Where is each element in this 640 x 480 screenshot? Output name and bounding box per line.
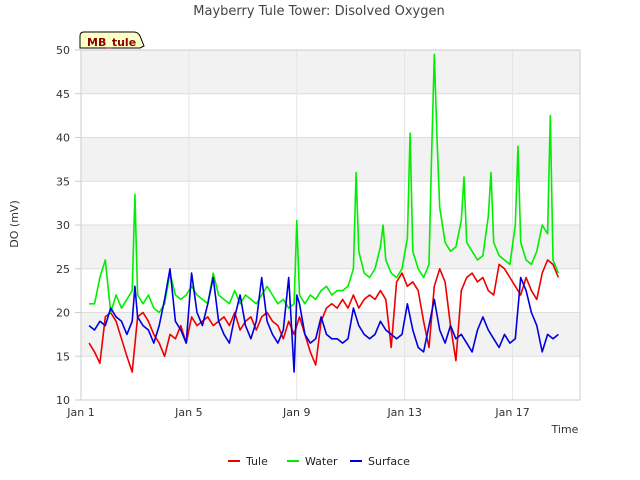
legend-label: Water — [305, 455, 338, 468]
chart-title: Mayberry Tule Tower: Disolved Oxygen — [193, 4, 444, 19]
x-tick-label: Jan 9 — [282, 406, 310, 419]
legend-label: Surface — [368, 455, 410, 468]
series-line-tule — [88, 259, 560, 373]
badge-box — [79, 31, 145, 49]
y-tick-label: 50 — [56, 44, 70, 57]
x-tick-label: Jan 5 — [174, 406, 202, 419]
plot-band — [81, 268, 580, 313]
plot-band — [81, 50, 580, 94]
series-line-surface — [88, 268, 559, 373]
plot-band — [81, 356, 580, 400]
badge: MB_tule — [79, 31, 145, 49]
legend: Tule Water Surface — [228, 455, 410, 468]
plot-band — [81, 137, 580, 182]
plot-bands — [81, 50, 580, 400]
x-axis-ticks: Jan 1 Jan 5 Jan 9 Jan 13 Jan 17 — [66, 406, 530, 419]
plot-band — [81, 93, 580, 138]
legend-label: Tule — [245, 455, 268, 468]
y-tick-label: 10 — [56, 394, 70, 407]
y-tick-label: 20 — [56, 307, 70, 320]
x-axis-label: Time — [551, 423, 579, 436]
series-lines — [88, 53, 560, 373]
y-tick-label: 30 — [56, 219, 70, 232]
x-tick-label: Jan 17 — [494, 406, 529, 419]
y-tick-label: 25 — [56, 263, 70, 276]
y-tick-label: 40 — [56, 132, 70, 145]
plot-band — [81, 181, 580, 225]
y-tick-label: 15 — [56, 350, 70, 363]
plot-band — [81, 225, 580, 269]
x-tick-label: Jan 1 — [66, 406, 94, 419]
y-tick-label: 45 — [56, 88, 70, 101]
plot-band — [81, 312, 580, 357]
y-axis-label: DO (mV) — [8, 200, 21, 247]
x-tick-label: Jan 13 — [386, 406, 421, 419]
y-axis-ticks: 10 15 20 25 30 35 40 45 50 — [56, 44, 81, 407]
y-tick-label: 35 — [56, 175, 70, 188]
badge-label: MB_tule — [87, 36, 136, 49]
